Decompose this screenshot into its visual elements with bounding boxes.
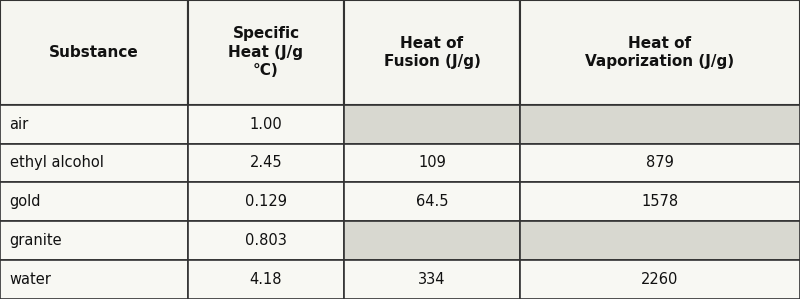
Text: ethyl alcohol: ethyl alcohol [10, 155, 103, 170]
Text: water: water [10, 272, 51, 287]
Bar [188, 105, 344, 144]
Bar [0, 144, 188, 182]
Bar [520, 221, 800, 260]
Text: 4.18: 4.18 [250, 272, 282, 287]
Bar [520, 260, 800, 299]
Text: Substance: Substance [49, 45, 139, 60]
Bar [344, 105, 520, 144]
Bar [520, 182, 800, 221]
Text: 2260: 2260 [642, 272, 678, 287]
Text: 1.00: 1.00 [250, 117, 282, 132]
Bar [0, 105, 188, 144]
Bar [344, 260, 520, 299]
Bar [0, 221, 188, 260]
Bar [0, 0, 188, 105]
Text: 0.803: 0.803 [245, 233, 287, 248]
Text: air: air [10, 117, 29, 132]
Bar [344, 182, 520, 221]
Text: 109: 109 [418, 155, 446, 170]
Bar [188, 144, 344, 182]
Bar [344, 0, 520, 105]
Text: Specific
Heat (J/g
°C): Specific Heat (J/g °C) [229, 26, 303, 78]
Text: 879: 879 [646, 155, 674, 170]
Bar [520, 0, 800, 105]
Text: gold: gold [10, 194, 41, 209]
Text: granite: granite [10, 233, 62, 248]
Bar [0, 182, 188, 221]
Text: Heat of
Fusion (J/g): Heat of Fusion (J/g) [383, 36, 481, 69]
Text: 64.5: 64.5 [416, 194, 448, 209]
Text: 0.129: 0.129 [245, 194, 287, 209]
Text: 334: 334 [418, 272, 446, 287]
Text: 1578: 1578 [642, 194, 678, 209]
Bar [344, 221, 520, 260]
Bar [188, 0, 344, 105]
Bar [188, 260, 344, 299]
Bar [0, 260, 188, 299]
Bar [188, 182, 344, 221]
Text: 2.45: 2.45 [250, 155, 282, 170]
Bar [520, 105, 800, 144]
Bar [520, 144, 800, 182]
Text: Heat of
Vaporization (J/g): Heat of Vaporization (J/g) [586, 36, 734, 69]
Bar [188, 221, 344, 260]
Bar [344, 144, 520, 182]
